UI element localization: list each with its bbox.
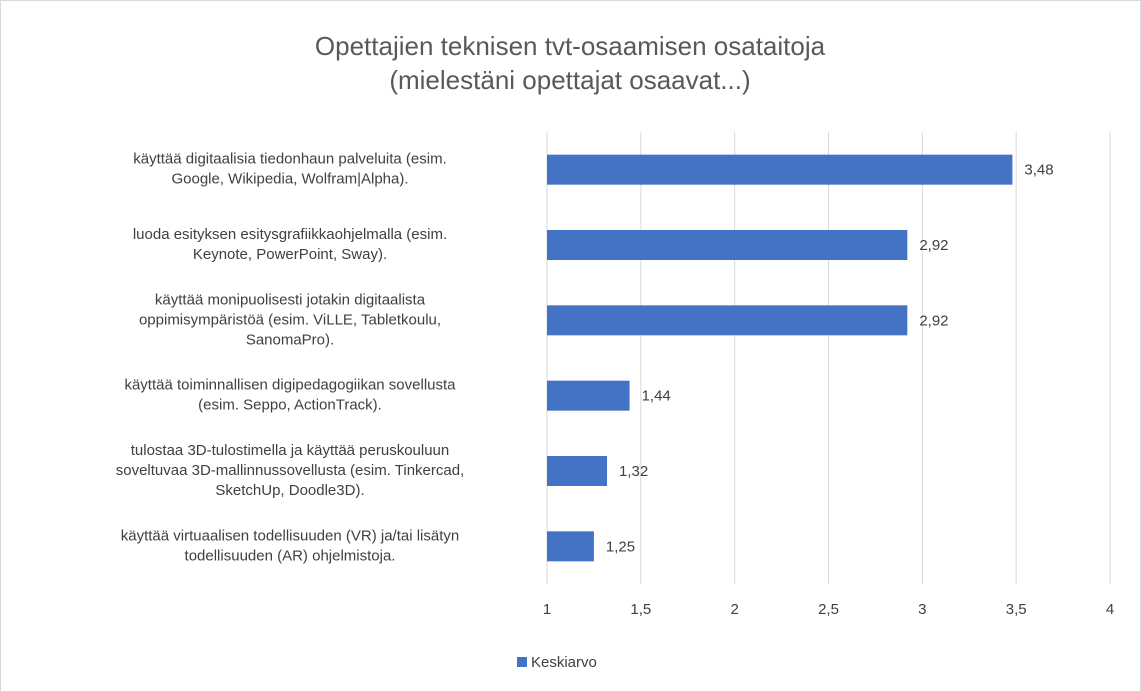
legend-label: Keskiarvo	[531, 654, 597, 671]
data-label: 3,48	[1024, 162, 1053, 179]
x-tick-label: 3,5	[1006, 601, 1027, 618]
x-tick-label: 1,5	[630, 601, 651, 618]
category-label: käyttää monipuolisesti jotakin digitaali…	[139, 291, 441, 348]
data-label: 2,92	[919, 237, 948, 254]
x-tick-label: 4	[1106, 601, 1114, 618]
category-label: käyttää toiminnallisen digipedagogiikan …	[124, 377, 456, 414]
bar	[547, 456, 608, 486]
x-tick-label: 2,5	[818, 601, 839, 618]
bar	[547, 230, 908, 260]
data-label: 1,32	[619, 463, 648, 480]
bar	[547, 305, 908, 336]
category-label: käyttää digitaalisia tiedonhaun palvelui…	[133, 151, 447, 188]
chart-title: Opettajien teknisen tvt-osaamisen osatai…	[315, 31, 826, 95]
legend-swatch	[517, 657, 527, 667]
bar	[547, 154, 1013, 185]
x-tick-label: 2	[730, 601, 738, 618]
data-label: 1,44	[642, 388, 671, 405]
data-label: 1,25	[606, 538, 635, 555]
category-label: tulostaa 3D-tulostimella ja käyttää peru…	[116, 442, 464, 499]
category-label: käyttää virtuaalisen todellisuuden (VR) …	[121, 527, 460, 564]
data-label: 2,92	[919, 312, 948, 329]
x-tick-label: 1	[543, 601, 551, 618]
bar	[547, 531, 594, 562]
x-tick-label: 3	[918, 601, 926, 618]
bar	[547, 380, 630, 411]
category-label: luoda esityksen esitysgrafiikkaohjelmall…	[133, 226, 447, 263]
